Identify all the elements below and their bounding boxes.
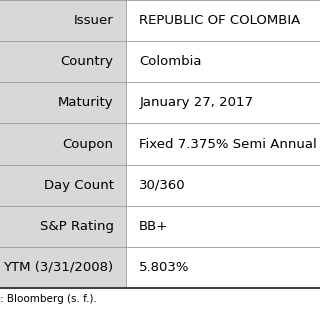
Text: Issuer: Issuer [74,14,114,27]
Text: January 27, 2017: January 27, 2017 [139,96,253,109]
Text: Fixed 7.375% Semi Annual: Fixed 7.375% Semi Annual [139,138,317,150]
Text: S&P Rating: S&P Rating [40,220,114,233]
Bar [126,82,320,124]
Bar [0,41,126,82]
Bar [0,82,126,124]
Bar [0,206,126,247]
Text: : Bloomberg (s. f.).: : Bloomberg (s. f.). [0,294,97,304]
Bar [126,164,320,206]
Bar [126,247,320,288]
Bar [0,0,126,41]
Text: Country: Country [60,55,114,68]
Text: YTM (3/31/2008): YTM (3/31/2008) [4,261,114,274]
Text: Coupon: Coupon [63,138,114,150]
Text: Maturity: Maturity [58,96,114,109]
Text: 30/360: 30/360 [139,179,186,192]
Bar [126,41,320,82]
Bar [126,206,320,247]
Text: Day Count: Day Count [44,179,114,192]
Bar [126,124,320,164]
Bar [0,124,126,164]
Text: Colombia: Colombia [139,55,202,68]
Bar [126,0,320,41]
Text: REPUBLIC OF COLOMBIA: REPUBLIC OF COLOMBIA [139,14,300,27]
Text: BB+: BB+ [139,220,168,233]
Bar [0,247,126,288]
Bar [0,164,126,206]
Text: 5.803%: 5.803% [139,261,190,274]
